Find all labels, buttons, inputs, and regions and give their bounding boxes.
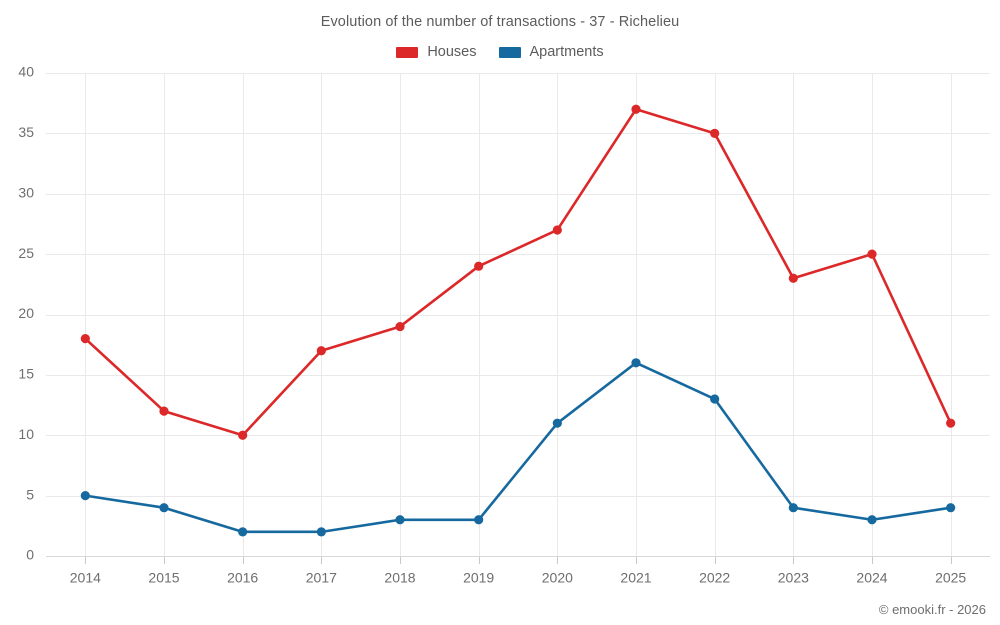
x-tick-label: 2022: [699, 569, 730, 585]
y-tick-label: 15: [18, 366, 34, 382]
y-tick-label: 35: [18, 124, 34, 140]
axis-layer: [46, 556, 990, 564]
y-axis-labels: 0 5 10 15 20 25 30 35 40: [18, 64, 34, 563]
legend-swatch-apartments: [498, 46, 521, 58]
data-point-apartments-2022[interactable]: [710, 394, 720, 404]
y-tick-label: 0: [26, 547, 34, 563]
page-title: Evolution of the number of transactions …: [320, 14, 680, 30]
data-point-houses-2017[interactable]: [316, 346, 326, 356]
x-tick-label: 2025: [935, 569, 966, 585]
data-point-houses-2025[interactable]: [946, 418, 956, 428]
series-layer: [80, 104, 956, 537]
x-tick-label: 2021: [620, 569, 651, 585]
x-tick-label: 2017: [306, 569, 337, 585]
data-point-houses-2014[interactable]: [80, 334, 90, 344]
data-point-apartments-2016[interactable]: [238, 527, 248, 537]
legend-label-houses: Houses: [427, 44, 477, 60]
data-point-houses-2020[interactable]: [552, 225, 562, 235]
data-point-apartments-2014[interactable]: [80, 491, 90, 501]
data-point-houses-2022[interactable]: [710, 128, 720, 138]
x-axis-labels: 2014 2015 2016 2017 2018 2019 2020 2021 2022 2023…: [70, 569, 967, 585]
data-point-apartments-2020[interactable]: [552, 418, 562, 428]
series-line-apartments: [84, 361, 952, 534]
data-point-houses-2019[interactable]: [474, 261, 484, 271]
data-point-apartments-2021[interactable]: [631, 358, 641, 368]
data-point-apartments-2015[interactable]: [159, 503, 169, 513]
legend-label-apartments: Apartments: [529, 44, 604, 60]
legend-item-apartments[interactable]: Apartments: [498, 44, 604, 60]
data-point-apartments-2024[interactable]: [867, 515, 877, 525]
chart-legend: Houses Apartments: [0, 44, 1000, 60]
data-point-apartments-2023[interactable]: [788, 503, 798, 513]
data-point-apartments-2025[interactable]: [946, 503, 956, 513]
legend-item-houses[interactable]: Houses: [396, 44, 477, 60]
x-tick-label: 2024: [856, 569, 887, 585]
x-tick-label: 2023: [778, 569, 809, 585]
data-point-houses-2023[interactable]: [788, 273, 798, 283]
x-tick-label: 2018: [384, 569, 415, 585]
x-tick-label: 2015: [148, 569, 179, 585]
grid-layer: [46, 73, 990, 557]
y-tick-label: 20: [18, 305, 34, 321]
y-tick-label: 25: [18, 245, 34, 261]
data-point-houses-2021[interactable]: [631, 104, 641, 114]
x-tick-label: 2016: [227, 569, 258, 585]
data-point-houses-2024[interactable]: [867, 249, 877, 259]
x-tick-label: 2020: [542, 569, 573, 585]
footer-credit: © emooki.fr - 2026: [878, 602, 986, 617]
x-tick-label: 2014: [70, 569, 101, 585]
data-point-apartments-2017[interactable]: [316, 527, 326, 537]
y-tick-label: 10: [18, 426, 34, 442]
y-tick-label: 30: [18, 184, 34, 200]
y-tick-label: 5: [26, 486, 34, 502]
data-point-apartments-2018[interactable]: [395, 515, 405, 525]
data-point-houses-2018[interactable]: [395, 321, 405, 332]
series-line-houses: [84, 107, 952, 437]
y-tick-label: 40: [18, 64, 34, 80]
x-tick-label: 2019: [463, 569, 494, 585]
data-point-houses-2015[interactable]: [159, 406, 169, 416]
data-point-apartments-2019[interactable]: [474, 515, 484, 525]
data-point-houses-2016[interactable]: [238, 430, 248, 440]
legend-swatch-houses: [396, 46, 419, 58]
